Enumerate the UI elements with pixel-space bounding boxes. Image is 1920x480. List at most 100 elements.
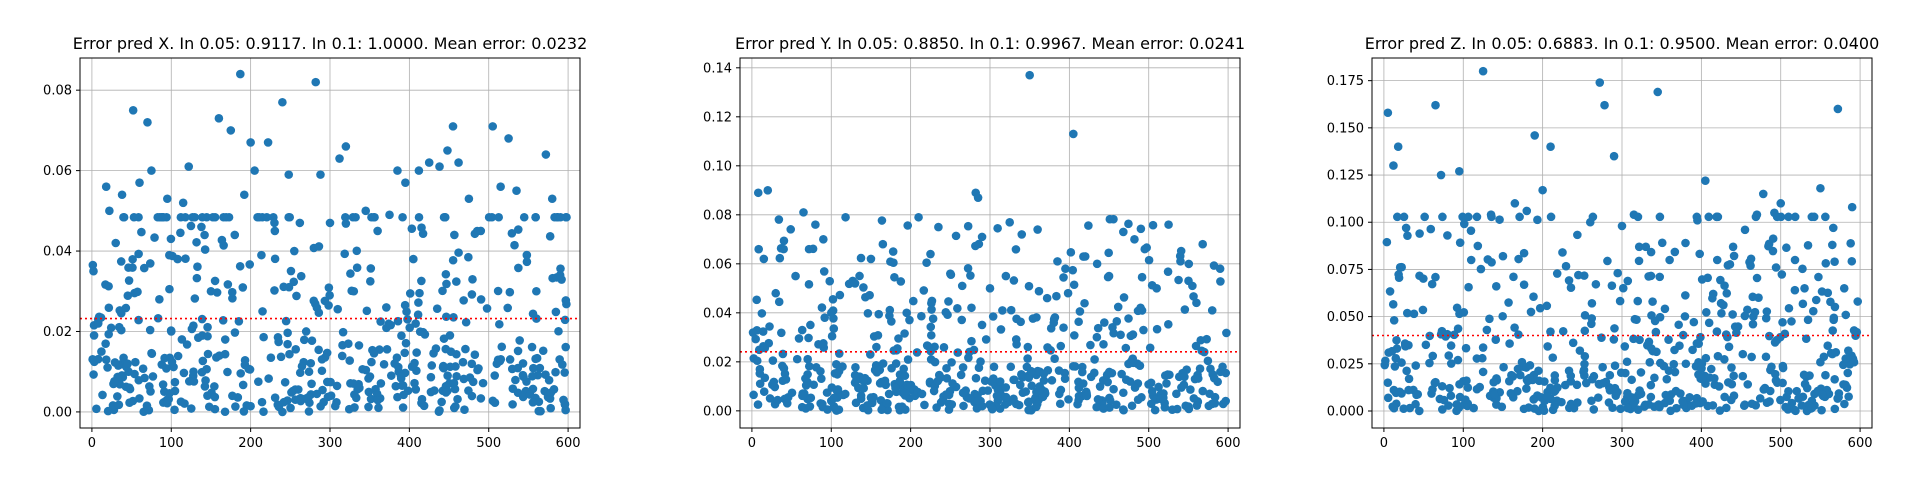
data-point (933, 376, 943, 386)
data-point (792, 354, 802, 364)
data-point (476, 295, 486, 304)
data-point (828, 295, 838, 304)
data-point (850, 279, 860, 288)
data-point (295, 368, 305, 378)
data-point (1678, 397, 1687, 406)
data-point (1192, 298, 1201, 308)
data-point (160, 353, 169, 363)
data-point (1402, 366, 1411, 376)
data-point (889, 346, 899, 355)
data-point (1124, 314, 1133, 323)
x-tick-label: 100 (819, 436, 844, 451)
data-point (1613, 268, 1623, 278)
data-point (926, 322, 936, 332)
data-point (351, 393, 361, 403)
data-point (1542, 301, 1552, 311)
data-point (1050, 354, 1059, 364)
data-point (202, 364, 211, 374)
data-point (178, 198, 188, 208)
data-point (1646, 344, 1656, 353)
data-point (787, 388, 797, 398)
data-point (262, 212, 272, 222)
data-point (1826, 297, 1835, 307)
data-point (1209, 373, 1219, 383)
data-point (518, 359, 528, 368)
data-point (1519, 248, 1529, 258)
data-point (941, 307, 951, 317)
data-point (1762, 307, 1772, 316)
data-point (289, 246, 299, 256)
grid (80, 58, 580, 428)
x-tick-label: 400 (1689, 436, 1714, 451)
grid (740, 58, 1240, 428)
data-point (1393, 142, 1403, 152)
data-point (753, 188, 763, 198)
data-point (1505, 339, 1514, 348)
y-tick-label: 0.050 (1327, 310, 1364, 325)
data-point (560, 368, 569, 377)
data-point (316, 402, 325, 411)
data-point (1105, 367, 1114, 377)
data-point (210, 382, 219, 391)
data-point (361, 206, 371, 216)
data-point (89, 331, 99, 340)
data-point (364, 387, 374, 397)
data-point (1543, 342, 1552, 351)
data-point (1564, 276, 1574, 285)
data-point (855, 271, 864, 281)
data-point (953, 304, 962, 313)
data-point (193, 262, 202, 271)
data-point (492, 359, 502, 369)
data-point (748, 328, 758, 337)
data-point (1031, 402, 1041, 412)
data-point (801, 374, 810, 383)
data-point (1009, 276, 1019, 285)
data-point (448, 122, 458, 131)
data-point (413, 310, 423, 319)
data-point (527, 342, 537, 352)
data-point (1519, 280, 1529, 289)
data-point (345, 356, 355, 365)
data-point (105, 206, 114, 216)
data-point (1032, 313, 1041, 322)
data-point (768, 356, 778, 365)
data-point (1721, 330, 1731, 339)
data-point (1112, 317, 1122, 326)
data-point (1001, 383, 1011, 392)
data-point (538, 346, 548, 356)
data-point (439, 363, 448, 373)
data-point (230, 328, 240, 337)
data-point (1522, 375, 1532, 385)
data-point (951, 231, 961, 241)
data-point (147, 349, 157, 359)
data-point (1830, 375, 1839, 384)
data-point (1604, 398, 1614, 407)
data-point (301, 394, 310, 403)
data-point (1534, 366, 1543, 376)
data-point (1546, 327, 1555, 336)
data-point (1218, 362, 1227, 372)
data-point (1729, 251, 1739, 261)
data-point (1510, 199, 1520, 208)
data-point (1670, 247, 1680, 257)
data-point (176, 228, 185, 238)
data-point (198, 356, 208, 366)
data-point (210, 404, 220, 414)
data-point (398, 403, 408, 412)
data-point (1772, 335, 1782, 345)
data-point (1771, 263, 1781, 272)
data-point (804, 244, 814, 254)
data-point (805, 402, 815, 411)
data-point (912, 348, 922, 357)
x-tick-label: 500 (1768, 436, 1793, 451)
data-point (1472, 384, 1482, 394)
data-point (1847, 256, 1857, 266)
data-point (1140, 244, 1150, 254)
data-point (430, 386, 439, 395)
data-point (1635, 386, 1644, 395)
data-point (1446, 359, 1456, 368)
data-point (162, 364, 171, 373)
data-point (1203, 356, 1213, 366)
data-point (410, 358, 419, 368)
data-point (514, 263, 523, 273)
